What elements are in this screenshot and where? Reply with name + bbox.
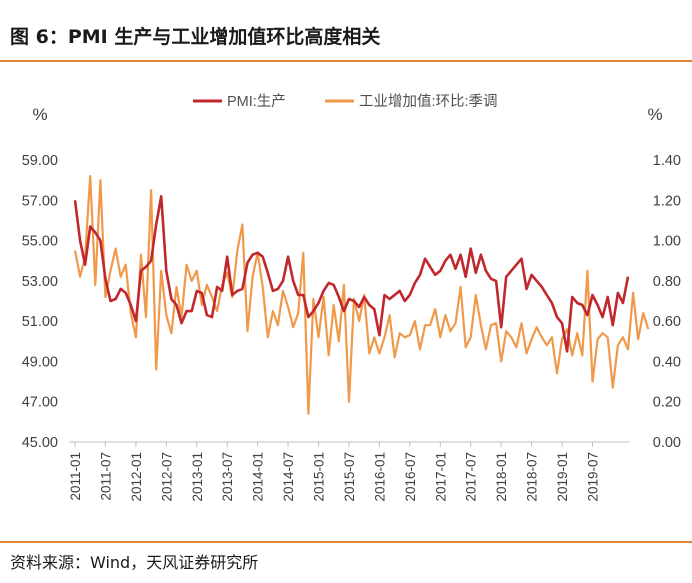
legend-label-ind: 工业增加值:环比:季调 (359, 93, 498, 110)
series-industrial-value-added (73, 175, 650, 415)
y-left-tick-label: 45.00 (22, 435, 58, 451)
x-tick-label: 2016-01 (372, 452, 387, 502)
y-left-tick-label: 51.00 (22, 314, 58, 330)
y-right-tick-label: 1.20 (653, 193, 681, 209)
y-left-tick-label: 59.00 (22, 153, 58, 169)
y-right-tick-label: 1.00 (653, 234, 681, 250)
y-left-tick-label: 57.00 (22, 193, 58, 209)
figure-title: 图 6：PMI 生产与工业增加值环比高度相关 (10, 26, 381, 48)
y-right-tick-label: 0.20 (653, 395, 681, 411)
legend-label-pmi: PMI:生产 (227, 93, 286, 110)
x-tick-label: 2017-01 (433, 452, 448, 502)
x-tick-label: 2019-01 (555, 452, 570, 502)
x-tick-label: 2013-01 (190, 452, 205, 502)
x-tick-label: 2015-01 (312, 452, 327, 502)
x-tick-label: 2011-07 (98, 452, 113, 501)
series-pmi-production (73, 195, 630, 353)
y-left-tick-label: 47.00 (22, 395, 58, 411)
y-left-unit: % (32, 105, 47, 124)
y-left-axis: 45.00 47.00 49.00 51.00 53.00 55.00 57.00 59.00 (22, 153, 58, 451)
source-rule (0, 541, 692, 543)
y-right-unit: % (647, 105, 662, 124)
source-note: 资料来源：Wind，天风证券研究所 (10, 553, 259, 572)
y-left-tick-label: 49.00 (22, 354, 58, 370)
y-right-tick-label: 0.40 (653, 354, 681, 370)
y-right-tick-label: 0.00 (653, 435, 681, 451)
x-tick-label: 2014-01 (251, 452, 266, 502)
series-line (73, 175, 650, 415)
x-tick-label: 2017-07 (464, 452, 479, 502)
x-tick-label: 2013-07 (220, 452, 235, 502)
y-left-tick-label: 55.00 (22, 234, 58, 250)
y-right-tick-label: 1.40 (653, 153, 681, 169)
x-tick-label: 2019-07 (585, 452, 600, 502)
title-rule (0, 60, 692, 62)
x-tick-label: 2018-07 (525, 452, 540, 502)
x-tick-label: 2014-07 (281, 452, 296, 502)
y-right-tick-label: 0.60 (653, 314, 681, 330)
x-tick-label: 2011-01 (68, 452, 83, 501)
y-right-tick-label: 0.80 (653, 274, 681, 290)
y-left-tick-label: 53.00 (22, 274, 58, 290)
x-tick-label: 2016-07 (403, 452, 418, 502)
x-tick-label: 2012-01 (129, 452, 144, 502)
x-tick-label: 2012-07 (159, 452, 174, 502)
x-tick-label: 2015-07 (342, 452, 357, 502)
x-axis: 2011-01 2011-07 2012-01 2012-07 2013-01 2013-… (68, 442, 600, 502)
series-line (73, 195, 630, 353)
x-tick-label: 2018-01 (494, 452, 509, 502)
y-right-axis: 0.00 0.20 0.40 0.60 0.80 1.00 1.20 1.40 (653, 153, 681, 451)
legend: PMI:生产 工业增加值:环比:季调 (193, 93, 498, 110)
